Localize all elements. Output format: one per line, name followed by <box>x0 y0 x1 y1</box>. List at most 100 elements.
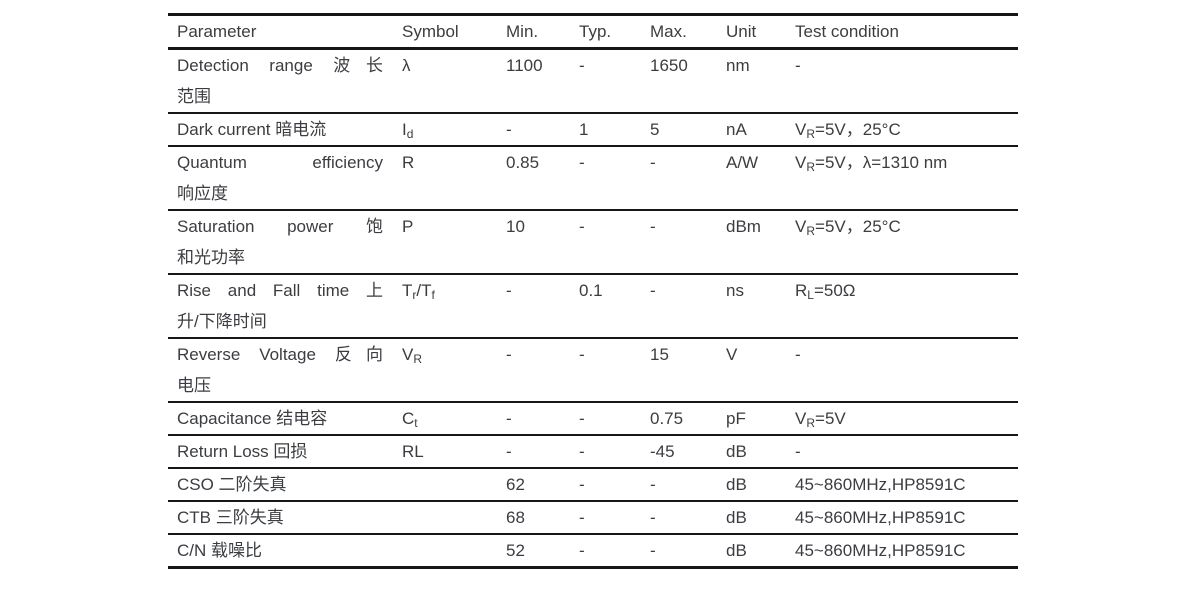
cell-test-condition: VR=5V，25°C <box>795 217 901 238</box>
cell-symbol: R <box>402 153 415 172</box>
datasheet-page: Parameter Symbol Min. Typ. Max. Unit Tes… <box>168 13 1018 569</box>
cell-max: -45 <box>650 442 675 461</box>
column-header-symbol: Symbol <box>402 22 459 41</box>
cell-unit: nm <box>726 56 750 75</box>
column-header-test-condition: Test condition <box>795 22 899 41</box>
cell-min: - <box>506 281 512 300</box>
cell-test-condition: - <box>795 345 801 364</box>
cell-unit: A/W <box>726 153 759 172</box>
parameter-line: 升/下降时间 <box>177 312 267 331</box>
parameter-line: Capacitance 结电容 <box>177 409 328 428</box>
cell-parameter: Rise and Fall time 上升/下降时间 <box>168 274 402 338</box>
cell-typ: - <box>579 442 585 461</box>
cell-parameter: Saturation power 饱和光功率 <box>168 210 402 274</box>
cell-max: - <box>650 153 656 172</box>
column-header-unit: Unit <box>726 22 757 41</box>
cell-min: 1100 <box>506 56 543 75</box>
cell-test-condition: - <box>795 442 801 461</box>
cell-min: 0.85 <box>506 153 540 172</box>
cell-test-condition: - <box>795 56 801 75</box>
cell-symbol: P <box>402 217 414 236</box>
cell-unit: pF <box>726 409 746 428</box>
cell-test-condition: 45~860MHz,HP8591C <box>795 508 966 527</box>
spec-table-header: Parameter Symbol Min. Typ. Max. Unit Tes… <box>168 15 1018 49</box>
cell-test-condition: 45~860MHz,HP8591C <box>795 541 966 560</box>
table-row: Capacitance 结电容 Ct - - 0.75 pF VR=5V <box>168 402 1018 435</box>
cell-typ: - <box>579 217 585 236</box>
cell-parameter: Return Loss 回损 <box>168 435 402 468</box>
table-row: Reverse Voltage 反向 电压 VR - - 15 V - <box>168 338 1018 402</box>
cell-typ: - <box>579 475 585 494</box>
table-row: Return Loss 回损 RL - - -45 dB - <box>168 435 1018 468</box>
spec-table-body: Detection range 波长 范围 λ 1100 - 1650 nm - … <box>168 49 1018 568</box>
parameter-line: C/N 载噪比 <box>177 541 262 560</box>
cell-symbol: Ct <box>402 409 418 430</box>
cell-min: - <box>506 345 512 364</box>
table-row: Dark current 暗电流 Id - 1 5 nA VR=5V，25°C <box>168 113 1018 146</box>
cell-max: - <box>650 541 656 560</box>
cell-parameter: Reverse Voltage 反向 电压 <box>168 338 402 402</box>
cell-min: - <box>506 442 512 461</box>
cell-test-condition: VR=5V，λ=1310 nm <box>795 153 948 174</box>
cell-unit: dBm <box>726 217 761 236</box>
cell-typ: - <box>579 541 585 560</box>
cell-symbol <box>402 534 506 568</box>
cell-typ: 0.1 <box>579 281 603 300</box>
cell-min: 10 <box>506 217 525 236</box>
table-row: CSO 二阶失真 62 - - dB 45~860MHz,HP8591C <box>168 468 1018 501</box>
cell-max: - <box>650 508 656 527</box>
cell-min: 62 <box>506 475 525 494</box>
cell-min: - <box>506 409 512 428</box>
column-header-typ: Typ. <box>579 22 612 41</box>
table-row: Quantum efficiency 响应度 R 0.85 - - A/W VR=… <box>168 146 1018 210</box>
column-header-min: Min. <box>506 22 539 41</box>
parameter-line: Return Loss 回损 <box>177 442 308 461</box>
cell-symbol: λ <box>402 56 411 75</box>
cell-typ: - <box>579 153 585 172</box>
cell-typ: - <box>579 56 585 75</box>
cell-unit: ns <box>726 281 744 300</box>
parameter-line: Quantum efficiency <box>177 153 383 172</box>
table-row: Detection range 波长 范围 λ 1100 - 1650 nm - <box>168 49 1018 114</box>
parameter-line: 范围 <box>177 87 211 106</box>
cell-max: 0.75 <box>650 409 684 428</box>
table-row: CTB 三阶失真 68 - - dB 45~860MHz,HP8591C <box>168 501 1018 534</box>
cell-parameter: Capacitance 结电容 <box>168 402 402 435</box>
cell-min: - <box>506 120 512 139</box>
table-row: Saturation power 饱和光功率 P 10 - - dBm VR=5… <box>168 210 1018 274</box>
cell-symbol: Id <box>402 120 414 141</box>
cell-parameter: CTB 三阶失真 <box>168 501 402 534</box>
cell-unit: dB <box>726 475 747 494</box>
cell-max: 15 <box>650 345 669 364</box>
cell-min: 68 <box>506 508 525 527</box>
parameter-line: Saturation power 饱 <box>177 217 383 236</box>
cell-max: - <box>650 475 656 494</box>
cell-unit: dB <box>726 508 747 527</box>
cell-min: 52 <box>506 541 525 560</box>
cell-max: - <box>650 281 656 300</box>
parameter-line: Reverse Voltage 反向 <box>177 345 383 364</box>
table-row: C/N 载噪比 52 - - dB 45~860MHz,HP8591C <box>168 534 1018 568</box>
cell-test-condition: VR=5V，25°C <box>795 120 901 141</box>
parameter-line: Detection range 波长 <box>177 56 383 75</box>
cell-parameter: Quantum efficiency 响应度 <box>168 146 402 210</box>
cell-parameter: C/N 载噪比 <box>168 534 402 568</box>
cell-typ: - <box>579 508 585 527</box>
parameter-line: CSO 二阶失真 <box>177 475 287 494</box>
cell-max: - <box>650 217 656 236</box>
cell-typ: - <box>579 345 585 364</box>
cell-unit: nA <box>726 120 747 139</box>
cell-typ: 1 <box>579 120 589 139</box>
cell-symbol <box>402 468 506 501</box>
cell-parameter: Detection range 波长 范围 <box>168 49 402 114</box>
cell-symbol: RL <box>402 442 424 461</box>
cell-max: 5 <box>650 120 660 139</box>
cell-parameter: Dark current 暗电流 <box>168 113 402 146</box>
cell-test-condition: RL=50Ω <box>795 281 856 302</box>
cell-symbol: Tr/Tf <box>402 281 435 302</box>
parameter-line: CTB 三阶失真 <box>177 508 284 527</box>
cell-test-condition: VR=5V <box>795 409 846 430</box>
parameter-line: 和光功率 <box>177 248 245 267</box>
cell-parameter: CSO 二阶失真 <box>168 468 402 501</box>
column-header-parameter: Parameter <box>177 22 257 41</box>
